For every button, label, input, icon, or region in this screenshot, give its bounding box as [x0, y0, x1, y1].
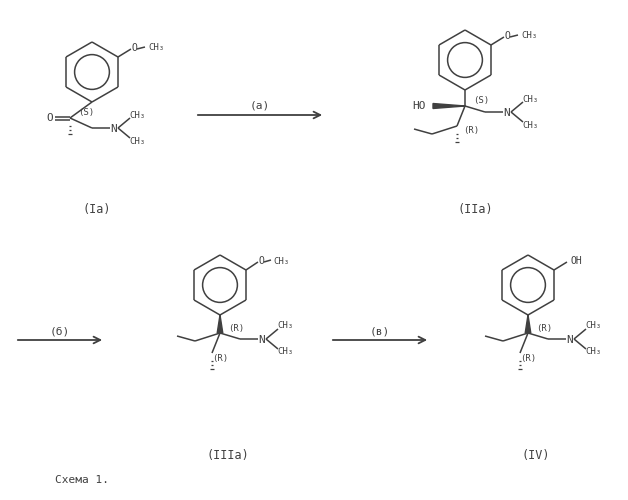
Text: (IIIa): (IIIa): [207, 448, 249, 462]
Polygon shape: [525, 315, 531, 333]
Text: (в): (в): [370, 326, 390, 336]
Text: O: O: [46, 113, 53, 123]
Text: (R): (R): [536, 324, 552, 332]
Polygon shape: [433, 104, 465, 108]
Text: (S): (S): [78, 108, 94, 116]
Text: OH: OH: [570, 256, 582, 266]
Text: (R): (R): [520, 354, 536, 364]
Text: CH₃: CH₃: [585, 348, 601, 356]
Text: CH₃: CH₃: [273, 256, 289, 266]
Text: (б): (б): [50, 326, 70, 336]
Text: CH₃: CH₃: [522, 94, 538, 104]
Text: HO: HO: [412, 101, 426, 111]
Text: N: N: [504, 108, 511, 118]
Text: (Ia): (Ia): [83, 204, 111, 216]
Text: N: N: [111, 124, 117, 134]
Text: (R): (R): [212, 354, 228, 364]
Text: O: O: [131, 43, 137, 53]
Polygon shape: [217, 315, 223, 333]
Text: CH₃: CH₃: [129, 110, 145, 120]
Text: (S): (S): [473, 96, 489, 104]
Text: (IV): (IV): [522, 448, 550, 462]
Text: CH₃: CH₃: [129, 136, 145, 145]
Text: (R): (R): [228, 324, 244, 332]
Text: CH₃: CH₃: [277, 348, 293, 356]
Text: O: O: [258, 256, 264, 266]
Text: CH₃: CH₃: [277, 322, 293, 330]
Text: (a): (a): [250, 101, 270, 111]
Text: N: N: [566, 335, 573, 345]
Text: CH₃: CH₃: [585, 322, 601, 330]
Text: Схема 1.: Схема 1.: [55, 475, 109, 485]
Text: CH₃: CH₃: [148, 44, 164, 52]
Text: N: N: [259, 335, 266, 345]
Text: CH₃: CH₃: [521, 32, 537, 40]
Text: O: O: [504, 31, 510, 41]
Text: (R): (R): [463, 126, 479, 134]
Text: CH₃: CH₃: [522, 120, 538, 130]
Text: (IIa): (IIa): [457, 204, 493, 216]
